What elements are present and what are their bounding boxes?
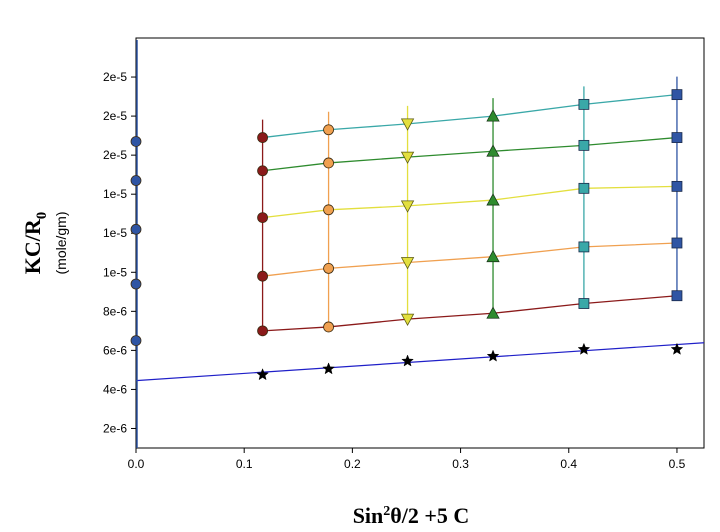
data-point [578,241,590,253]
y-tick-label: 2e-6 [103,421,127,435]
concentration-line [262,295,678,332]
data-point [323,321,334,333]
data-point [578,298,590,309]
data-point [671,180,683,192]
data-point [323,124,334,136]
extrapolation-line-zero-angle [135,342,705,382]
data-point [323,262,334,274]
data-point [257,325,268,337]
concentration-line [262,185,677,219]
x-tick-label: 0.3 [452,457,469,471]
concentration-line [262,136,678,172]
x-tick-label: 0.2 [344,457,361,471]
extrapolated-point-zero-angle [322,362,335,375]
y-tick-label: 2e-5 [103,109,127,123]
extrapolated-point-zero-angle [401,354,414,367]
extrapolated-point-zero-angle [670,342,684,355]
extrapolated-point-zero-angle [577,342,591,355]
concentration-line [262,242,677,277]
x-tick-label: 0.5 [669,457,686,471]
data-point [486,109,500,122]
extrapolated-point-zero-angle [486,349,500,362]
extrapolated-point-zero-concentration [130,278,142,290]
y-tick-label: 1e-5 [103,265,127,279]
concentration-line [262,93,678,139]
extrapolated-point-zero-angle [256,368,269,381]
data-point [578,98,590,110]
x-tick-label: 0.0 [128,457,145,471]
data-point [486,144,500,157]
extrapolated-point-zero-concentration [130,223,142,235]
data-point [486,193,500,206]
data-point [671,89,683,101]
data-point [400,313,415,326]
y-tick-label: 1e-5 [103,226,127,240]
data-point [257,132,268,143]
data-point [400,118,415,131]
data-point [400,151,415,164]
extrapolated-point-zero-concentration [130,175,142,186]
x-tick-label: 0.1 [236,457,253,471]
data-point [486,249,500,263]
y-tick-label: 6e-6 [103,343,127,357]
y-tick-label: 8e-6 [103,304,127,318]
data-point [578,139,590,151]
data-point [400,200,415,213]
data-point [578,182,590,194]
x-axis-title: Sin2θ/2 +5 C [353,503,470,528]
extrapolated-point-zero-concentration [130,136,142,147]
plot-area [135,37,705,449]
y-tick-label: 2e-5 [103,148,127,162]
data-point [257,270,268,282]
y-axis-title: KC/R0 [20,212,50,275]
data-point [671,290,683,302]
y-tick-label: 1e-5 [103,187,127,201]
data-point [671,237,683,249]
data-point [323,204,334,216]
data-point [257,212,268,224]
y-tick-label: 4e-6 [103,382,127,396]
x-tick-label: 0.4 [560,457,577,471]
data-point [671,132,683,143]
data-point [323,157,334,169]
extrapolated-point-zero-concentration [130,335,142,347]
y-tick-label: 2e-5 [103,70,127,84]
data-point [257,165,268,177]
y-axis-unit: (mole/gm) [53,211,69,274]
data-point [400,257,415,270]
data-point [486,306,500,319]
